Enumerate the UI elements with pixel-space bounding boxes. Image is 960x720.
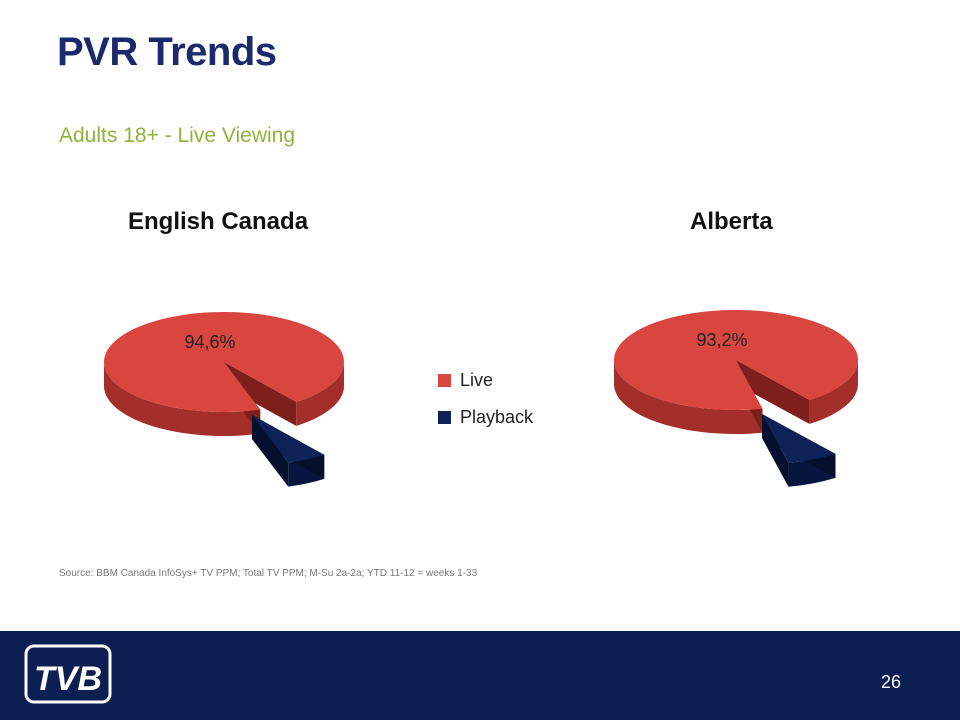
data-label-live: 94,6% bbox=[184, 332, 235, 352]
pie-chart-alberta: 93,2% bbox=[614, 309, 859, 487]
chart-title-english-canada: English Canada bbox=[128, 208, 309, 235]
slide-subtitle: Adults 18+ - Live Viewing bbox=[59, 124, 296, 147]
pie-slice-playback bbox=[252, 415, 325, 487]
svg-text:TVB: TVB bbox=[34, 660, 102, 698]
pie-charts: 94,6% 93,2% bbox=[104, 309, 859, 487]
legend-label-live: Live bbox=[460, 369, 494, 390]
slide-title: PVR Trends bbox=[57, 30, 277, 74]
pie-slice-side bbox=[104, 362, 261, 436]
pie-slice-playback bbox=[762, 414, 836, 487]
pie-slice-live bbox=[104, 312, 345, 436]
tvb-logo: TVB bbox=[24, 644, 112, 704]
legend-swatch-playback bbox=[438, 410, 451, 424]
pie-slice-top bbox=[104, 312, 345, 412]
footer-bar: TVB 26 bbox=[0, 631, 960, 720]
legend-label-playback: Playback bbox=[460, 406, 534, 427]
chart-title-alberta: Alberta bbox=[690, 208, 773, 235]
pie-slice-top bbox=[762, 414, 836, 463]
pie-slice-top bbox=[614, 309, 859, 410]
legend-swatch-live bbox=[438, 373, 451, 387]
legend-item-live: Live bbox=[438, 368, 533, 392]
pie-slice-wall bbox=[224, 362, 297, 426]
chart-legend: Live Playback bbox=[438, 368, 533, 442]
pie-slice-wall bbox=[762, 414, 789, 487]
pie-slice-side bbox=[809, 360, 858, 424]
pie-slice-side bbox=[296, 362, 344, 426]
pie-chart-english-canada: 94,6% bbox=[104, 312, 345, 487]
source-note: Source: BBM Canada InfoSys+ TV PPM; Tota… bbox=[59, 568, 478, 579]
pie-slice-wall bbox=[736, 360, 810, 424]
pie-slice-side bbox=[614, 360, 763, 434]
data-label-live: 93,2% bbox=[696, 330, 747, 350]
pie-slice-top bbox=[252, 415, 325, 463]
legend-item-playback: Playback bbox=[438, 405, 533, 429]
pie-slice-wall bbox=[252, 415, 289, 487]
pie-slice-live bbox=[614, 309, 859, 434]
page-number: 26 bbox=[880, 672, 901, 692]
